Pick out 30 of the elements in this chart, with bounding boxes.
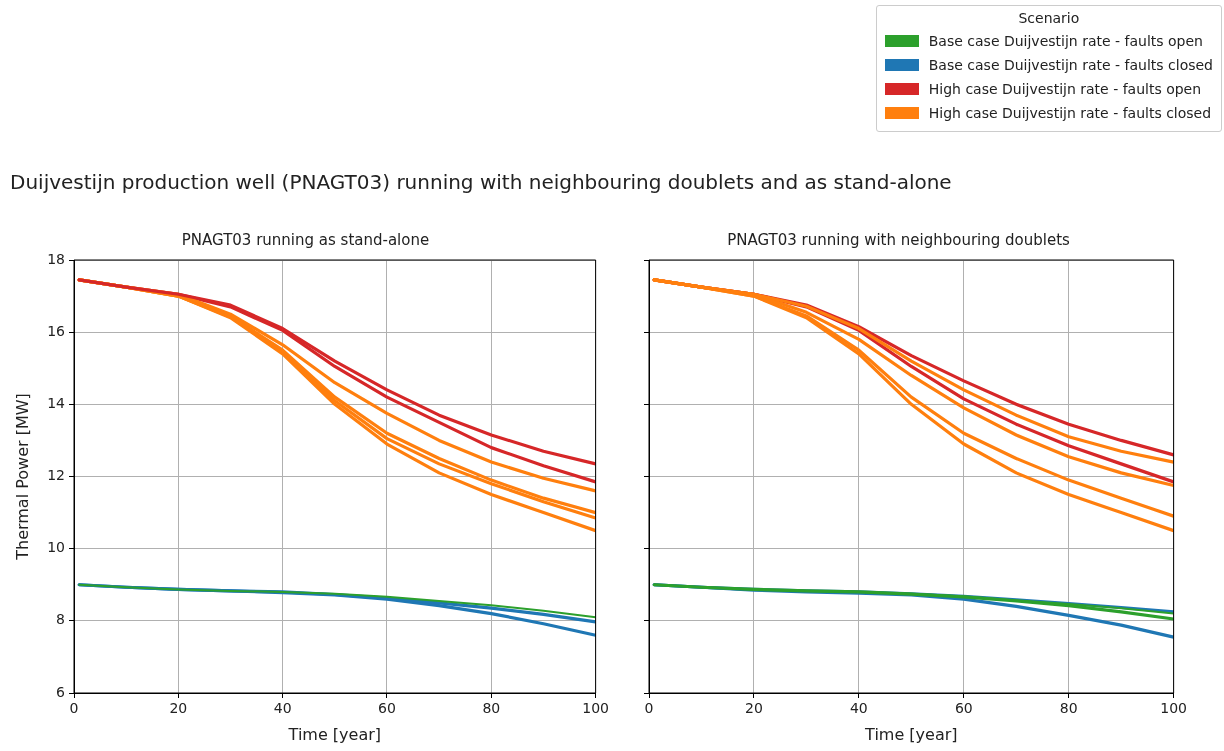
x-axis-title: Time [year] [864, 724, 958, 744]
y-tick-label: 10 [47, 539, 65, 556]
x-tick-label: 20 [745, 700, 763, 717]
chart-title: PNAGT03 running as stand-alone [181, 230, 430, 249]
legend-label: Base case Duijvestijn rate - faults open [928, 33, 1203, 49]
y-tick-label: 12 [47, 467, 65, 484]
x-tick-label: 100 [1160, 700, 1188, 717]
y-tick-label: 6 [56, 683, 66, 700]
x-tick-label: 60 [954, 700, 973, 717]
y-axis-title: Thermal Power [MW] [12, 393, 32, 561]
legend-label: Base case Duijvestijn rate - faults closed [928, 57, 1213, 73]
legend-label: High case Duijvestijn rate - faults closed [928, 105, 1212, 121]
y-tick-label: 14 [47, 394, 66, 411]
text: Duijvestijn production well (PNAGT03) running with neighbouring doublets and as stand-alone [10, 170, 952, 194]
legend-title: Scenario [1017, 10, 1081, 26]
y-tick-label: 8 [56, 611, 65, 628]
x-tick-label: 40 [849, 700, 868, 717]
x-tick-label: 20 [169, 700, 188, 717]
x-axis-title: Time [year] [287, 724, 382, 744]
x-tick-label: 0 [644, 700, 654, 717]
x-tick-label: 60 [378, 700, 396, 717]
x-tick-label: 80 [1059, 700, 1078, 717]
x-tick-label: 40 [273, 700, 292, 717]
legend-label: High case Duijvestijn rate - faults open [928, 81, 1202, 97]
y-tick-label: 16 [47, 322, 66, 339]
x-tick-label: 100 [582, 700, 610, 717]
x-tick-label: 0 [69, 700, 79, 717]
y-tick-label: 18 [47, 250, 65, 267]
x-tick-label: 80 [482, 700, 501, 717]
chart-title: PNAGT03 running with neighbouring doublets [727, 230, 1071, 249]
